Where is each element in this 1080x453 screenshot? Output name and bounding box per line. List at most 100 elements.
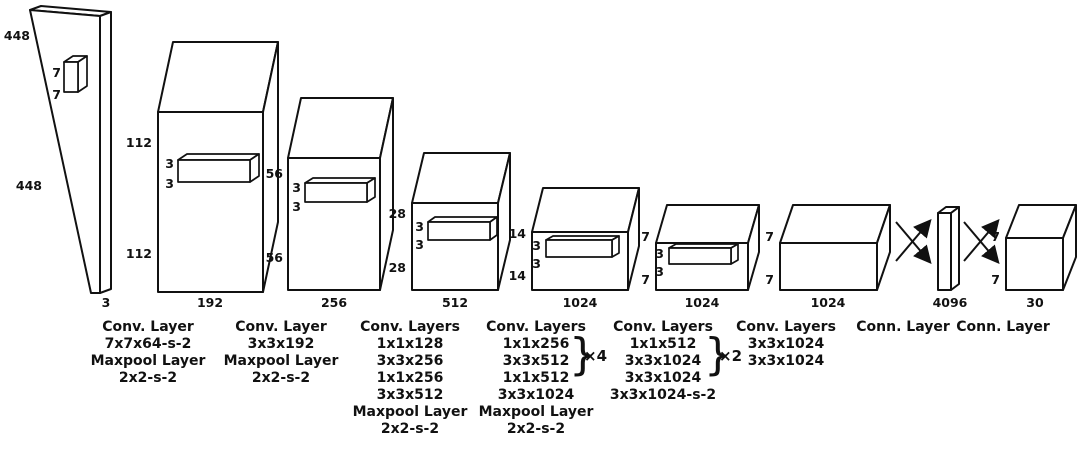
box3-height-label: 28 [389,260,406,275]
caption-line: Conv. Layers [736,319,836,335]
input-side-face [99,11,112,294]
fc-width-label: 4096 [933,295,968,310]
caption-line: Conv. Layers [486,319,586,335]
input-kernel-dim-b: 7 [52,87,61,102]
kernel-side-face [77,55,88,93]
caption-line: Conv. Layers [360,319,460,335]
conv3-kernel-3x3 [427,216,498,241]
box4-width-label: 1024 [563,295,598,310]
caption-col-7: Conn. Layer [856,319,950,335]
caption-line: 2x2-s-2 [507,421,565,437]
input-kernel-dim-a: 7 [52,65,61,80]
caption-line: 1x1x256 [503,336,570,352]
fc-connection-2 [963,218,1000,265]
box2-kernel-dim-a: 3 [292,180,301,195]
conv5-kernel-3x3 [668,243,739,265]
caption-line: 1x1x128 [377,336,444,352]
kernel-front-face [668,247,732,265]
kernel-front-face [177,159,251,183]
caption-line: 7x7x64-s-2 [105,336,192,352]
conv-block-1: 112 112 192 3 3 [126,41,279,310]
repeat-brace: } [704,329,732,380]
box1-depth-label: 112 [126,135,152,150]
kernel-front-face [427,221,491,241]
fc1-arrow-up [895,218,932,262]
box3-width-label: 512 [442,295,468,310]
box1-width-label: 192 [197,295,223,310]
kernel-side-face [249,153,260,183]
box4-height-label: 14 [509,268,527,283]
box3-kernel-dim-b: 3 [415,237,424,252]
input-dim-depth: 3 [102,295,111,310]
caption-line: 2x2-s-2 [381,421,439,437]
output-front-face [1005,237,1064,291]
box6-width-label: 1024 [811,295,846,310]
box2-height-label: 56 [266,250,284,265]
caption-line: Conv. Layer [102,319,194,335]
caption-line: 3x3x512 [377,387,444,403]
caption-line: Conv. Layers [613,319,713,335]
caption-line: Conv. Layer [235,319,327,335]
box1-top-face [157,41,279,113]
box2-width-label: 256 [321,295,347,310]
output-depth-label: 7 [991,229,1000,244]
conv4-kernel-3x3 [545,235,620,258]
conv-block-5: 7 7 1024 3 3 [641,204,760,310]
box2-kernel-dim-b: 3 [292,199,301,214]
caption-col-8: Conn. Layer [956,319,1050,335]
caption-line: Maxpool Layer [224,353,339,369]
box5-width-label: 1024 [685,295,720,310]
caption-line: Maxpool Layer [91,353,206,369]
kernel-front-face [545,239,613,258]
box2-depth-label: 56 [266,166,284,181]
fc-front-face [937,212,952,291]
conv-block-2: 56 56 256 3 3 [266,97,394,310]
kernel-side-face [611,235,620,258]
caption-col-4: Conv. Layers 1x1x256 3x3x512 } ×4 1x1x51… [479,319,607,437]
kernel-top-face [177,153,260,161]
caption-col-2: Conv. Layer 3x3x192 Maxpool Layer 2x2-s-… [224,319,339,386]
caption-col-6: Conv. Layers 3x3x1024 3x3x1024 [736,319,836,369]
caption-line: 1x1x512 [630,336,697,352]
output-height-label: 7 [991,272,1000,287]
output-box: 7 7 30 [991,204,1077,310]
conv1-kernel-3x3 [177,153,260,183]
output-width-label: 30 [1026,295,1044,310]
caption-line: 3x3x1024 [625,370,702,386]
box6-top-face [779,204,891,244]
kernel-side-face [366,177,376,203]
caption-line: 1x1x256 [377,370,444,386]
fc-connection-1 [895,218,932,265]
caption-line: 1x1x512 [503,370,570,386]
caption-line: 2x2-s-2 [252,370,310,386]
box6-depth-label: 7 [765,229,774,244]
box4-kernel-dim-a: 3 [532,238,541,253]
conv2-kernel-3x3 [304,177,376,203]
caption-col-3: Conv. Layers 1x1x128 3x3x256 1x1x256 3x3… [353,319,468,437]
caption-line: 3x3x192 [248,336,315,352]
conv-block-3: 28 28 512 3 3 [389,152,511,310]
caption-line: Conn. Layer [956,319,1050,335]
box5-kernel-dim-b: 3 [655,264,664,279]
input-image-plane: 448 448 3 [4,5,112,310]
caption-line: 3x3x512 [503,353,570,369]
caption-line: 3x3x1024 [748,353,825,369]
repeat-brace: } [569,329,597,380]
kernel-side-face [489,216,498,241]
kernel-front-face [304,182,368,203]
box5-top-face [655,204,760,244]
box3-depth-label: 28 [389,206,406,221]
box1-kernel-dim-a: 3 [165,156,174,171]
box3-front-face [411,202,499,291]
box4-top-face [531,187,640,233]
caption-col-1: Conv. Layer 7x7x64-s-2 Maxpool Layer 2x2… [91,319,206,386]
input-front-face [29,9,101,294]
caption-line: 3x3x1024 [748,336,825,352]
kernel-front-face [63,61,79,93]
caption-line: 3x3x256 [377,353,444,369]
fc-side-face [950,206,960,291]
repeat-multiplier: ×4 [584,347,607,365]
box5-kernel-dim-a: 3 [655,246,664,261]
